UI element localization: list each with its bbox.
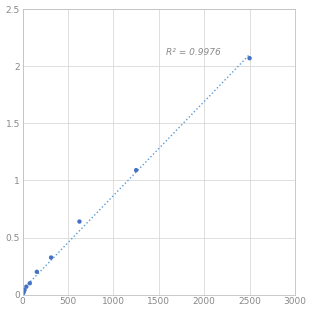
Point bbox=[34, 269, 39, 274]
Point bbox=[27, 281, 32, 286]
Text: R² = 0.9976: R² = 0.9976 bbox=[166, 48, 221, 57]
Point bbox=[22, 288, 27, 293]
Point bbox=[24, 284, 29, 289]
Point bbox=[21, 290, 26, 295]
Point bbox=[247, 56, 252, 61]
Point bbox=[77, 219, 82, 224]
Point bbox=[134, 168, 139, 173]
Point bbox=[49, 255, 54, 260]
Point bbox=[20, 292, 25, 297]
